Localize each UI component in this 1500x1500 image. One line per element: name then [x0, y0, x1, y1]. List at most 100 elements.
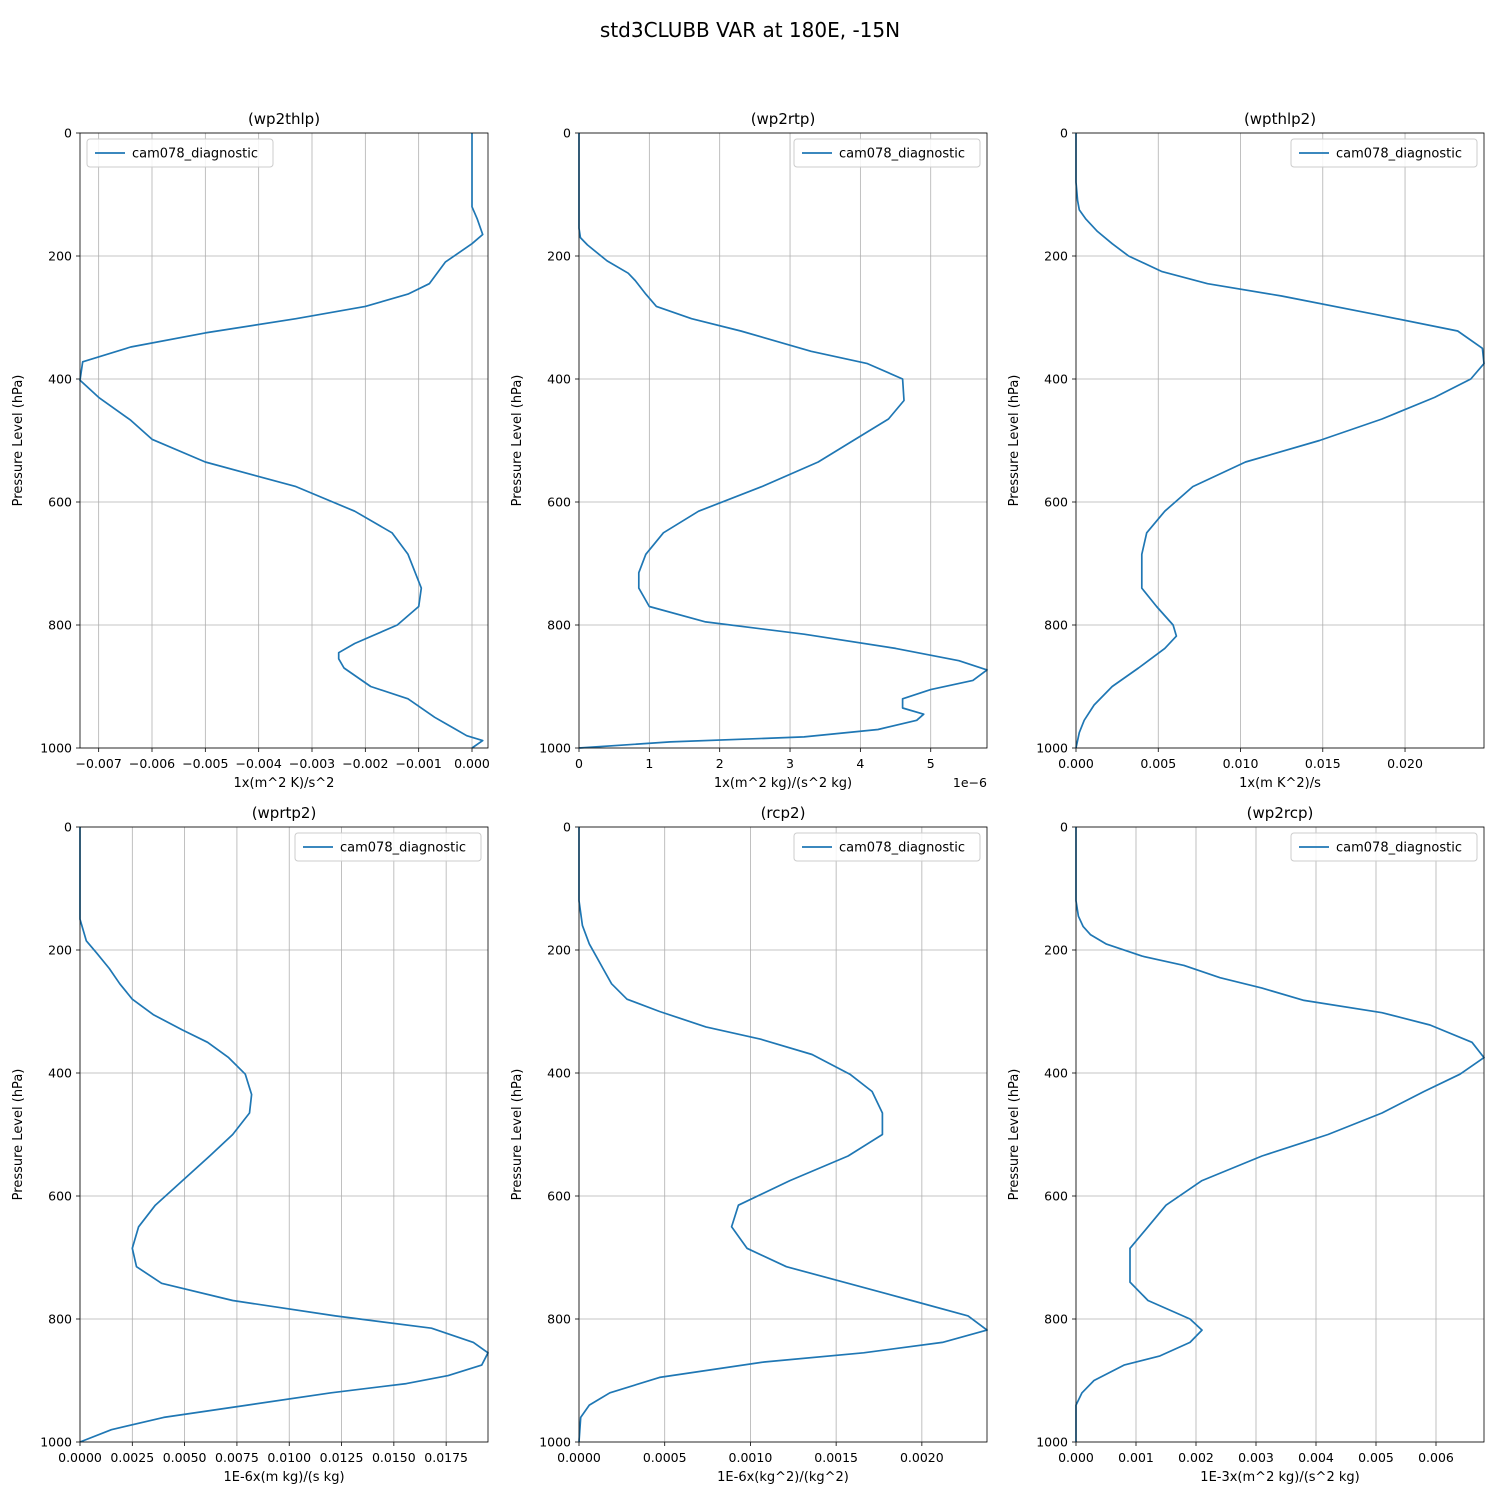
x-tick-label: 0.0175 [424, 1450, 468, 1465]
legend: cam078_diagnostic [294, 832, 482, 862]
legend-box [86, 138, 274, 168]
series-line-1 [578, 827, 988, 1443]
y-tick-label: 400 [547, 372, 571, 387]
x-tick-label: 2 [716, 756, 724, 771]
legend: cam078_diagnostic [793, 832, 981, 862]
subplot-title: (wp2rcp) [1247, 804, 1314, 822]
x-tick-label: 0.003 [1238, 1450, 1274, 1465]
x-axis-label: 1E-6x(kg^2)/(kg^2) [717, 1470, 849, 1485]
x-axis-label: 1E-3x(m^2 kg)/(s^2 kg) [1200, 1470, 1359, 1485]
y-tick-label: 1000 [539, 741, 571, 756]
x-axis-label: 1E-6x(m kg)/(s kg) [223, 1470, 344, 1485]
y-tick-label: 200 [1044, 249, 1068, 264]
y-tick-label: 1000 [40, 1435, 72, 1450]
axes-frame [79, 132, 489, 749]
y-tick-label: 200 [48, 249, 72, 264]
legend: cam078_diagnostic [1290, 832, 1478, 862]
subplot-5: 0.0000 0.0005 0.0010 0.0015 0.0020 0 200 400 600… [510, 804, 988, 1485]
axes-frame [578, 132, 988, 749]
subplot-title: (rcp2) [761, 804, 806, 822]
x-tick-label: 0.000 [1058, 1450, 1094, 1465]
legend-box [1290, 832, 1478, 862]
subplot-4: 0.0000 0.0025 0.0050 0.0075 0.0100 0.0125 0.01… [11, 804, 489, 1485]
subplot-2: 0 1 2 3 4 5 0 200 400 600 800 1000 (wp2rtp) 1x(m^2 kg… [510, 110, 988, 791]
x-tick-label: 0 [575, 756, 583, 771]
x-tick-label: 0.0150 [372, 1450, 416, 1465]
axes-frame [578, 826, 988, 1443]
x-tick-label: 0.005 [1358, 1450, 1394, 1465]
x-tick-label: −0.005 [182, 756, 228, 771]
x-tick-label: −0.001 [396, 756, 442, 771]
x-tick-label: 0.0050 [163, 1450, 207, 1465]
x-tick-label: 0.020 [1387, 756, 1423, 771]
x-tick-label: 0.001 [1118, 1450, 1154, 1465]
subplot-3: 0.000 0.005 0.010 0.015 0.020 0 200 400 600 800 10… [1007, 110, 1485, 791]
y-tick-label: 600 [547, 1189, 571, 1204]
x-tick-label: 0.005 [1140, 756, 1176, 771]
y-tick-label: 600 [48, 495, 72, 510]
x-tick-label: −0.006 [129, 756, 175, 771]
y-tick-label: 800 [1044, 618, 1068, 633]
legend-box [793, 138, 981, 168]
y-axis-label: Pressure Level (hPa) [510, 375, 525, 507]
y-tick-label: 0 [64, 126, 72, 141]
x-tick-label: 0.002 [1178, 1450, 1214, 1465]
x-axis-label: 1x(m K^2)/s [1239, 776, 1321, 791]
y-tick-label: 0 [563, 820, 571, 835]
y-tick-label: 800 [48, 618, 72, 633]
y-axis-label: Pressure Level (hPa) [1007, 1069, 1022, 1201]
legend-label: cam078_diagnostic [1336, 841, 1462, 856]
y-tick-label: 0 [1060, 126, 1068, 141]
x-tick-label: 0.0125 [320, 1450, 364, 1465]
y-tick-label: 600 [1044, 495, 1068, 510]
y-tick-label: 1000 [1036, 741, 1068, 756]
subplot-6: 0.000 0.001 0.002 0.003 0.004 0.005 0.006 0 200 4… [1007, 804, 1485, 1485]
x-tick-label: 0.0015 [814, 1450, 858, 1465]
subplot-title: (wp2rtp) [751, 110, 816, 128]
series-line-1 [1075, 827, 1485, 1442]
x-tick-label: 3 [786, 756, 794, 771]
y-tick-label: 800 [48, 1312, 72, 1327]
x-tick-label: 1 [645, 756, 653, 771]
y-tick-label: 600 [547, 495, 571, 510]
y-tick-label: 400 [547, 1066, 571, 1081]
x-tick-label: 0.0005 [643, 1450, 687, 1465]
y-tick-label: 0 [563, 126, 571, 141]
y-tick-label: 200 [547, 943, 571, 958]
subplot-1: −0.007 −0.006 −0.005 −0.004 −0.003 −0.002 −0.0… [11, 110, 490, 791]
y-tick-label: 600 [48, 1189, 72, 1204]
y-tick-label: 400 [48, 372, 72, 387]
y-tick-label: 800 [547, 1312, 571, 1327]
x-offset-text: 1e−6 [953, 775, 987, 790]
subplot-title: (wp2thlp) [248, 110, 320, 128]
legend-label: cam078_diagnostic [1336, 147, 1462, 162]
x-axis-label: 1x(m^2 kg)/(s^2 kg) [714, 776, 852, 791]
x-tick-label: 4 [856, 756, 864, 771]
axes-frame [1075, 826, 1485, 1443]
axes-frame [1075, 132, 1485, 749]
y-tick-label: 400 [1044, 1066, 1068, 1081]
subplot-title: (wprtp2) [252, 804, 317, 822]
x-tick-label: 0.0025 [110, 1450, 154, 1465]
legend-box [294, 832, 482, 862]
x-tick-label: 0.000 [454, 756, 490, 771]
x-tick-label: −0.003 [289, 756, 335, 771]
x-tick-label: −0.007 [76, 756, 122, 771]
legend-label: cam078_diagnostic [839, 147, 965, 162]
x-tick-label: 0.0000 [557, 1450, 601, 1465]
y-axis-label: Pressure Level (hPa) [11, 1069, 26, 1201]
legend: cam078_diagnostic [793, 138, 981, 168]
y-tick-label: 400 [48, 1066, 72, 1081]
x-tick-label: 5 [927, 756, 935, 771]
x-tick-label: 0.0010 [729, 1450, 773, 1465]
legend-label: cam078_diagnostic [132, 147, 258, 162]
axes-frame [79, 826, 489, 1443]
legend-box [793, 832, 981, 862]
x-tick-label: −0.004 [236, 756, 282, 771]
y-tick-label: 800 [547, 618, 571, 633]
x-tick-label: 0.006 [1418, 1450, 1454, 1465]
x-tick-label: 0.0000 [58, 1450, 102, 1465]
figure-title: std3CLUBB VAR at 180E, -15N [600, 18, 900, 42]
series-line-1 [1075, 133, 1485, 749]
